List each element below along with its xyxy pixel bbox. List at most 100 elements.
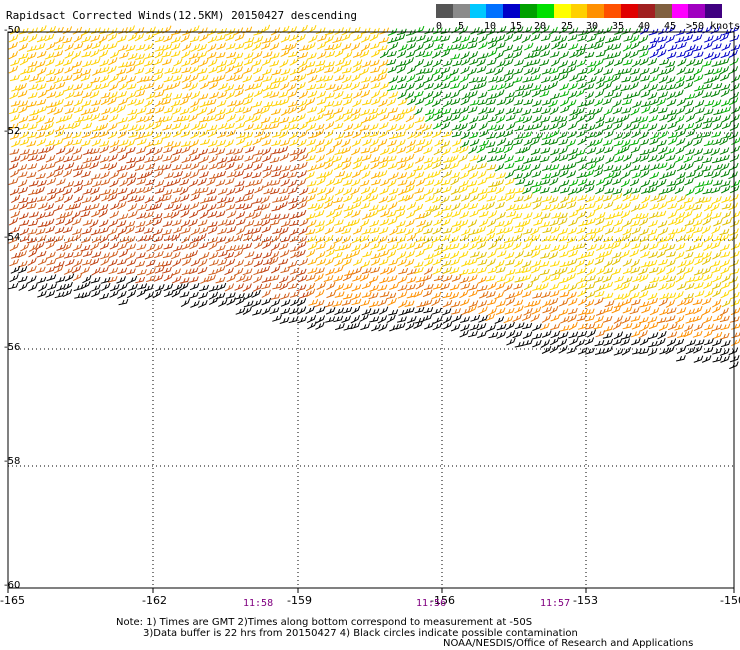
wind-barb [667, 195, 677, 203]
wind-barb [152, 202, 163, 210]
wind-barb [396, 161, 407, 170]
wind-barb [413, 164, 424, 172]
wind-barb [235, 218, 246, 226]
wind-barb [98, 130, 109, 138]
wind-barb [37, 202, 48, 210]
wind-barb [280, 307, 291, 315]
wind-barb [98, 266, 109, 274]
wind-barb [485, 275, 496, 282]
wind-barb [648, 83, 658, 92]
wind-barb [594, 315, 604, 324]
wind-barb [568, 249, 578, 258]
wind-barb [89, 161, 99, 170]
wind-barb [729, 355, 740, 363]
wind-barb [154, 98, 164, 108]
wind-barb [585, 109, 596, 116]
wind-barb [270, 117, 281, 124]
wind-barb [449, 250, 460, 260]
wind-barb [541, 138, 552, 146]
legend-label: 10 [484, 21, 497, 32]
wind-barb [603, 281, 614, 290]
wind-barb [494, 316, 505, 324]
wind-barb [576, 185, 586, 194]
wind-barb [143, 130, 154, 138]
wind-barb [603, 259, 614, 268]
wind-barb [683, 329, 693, 338]
wind-barb [62, 132, 73, 140]
wind-barb [467, 67, 477, 76]
wind-barb [531, 299, 541, 307]
wind-barb [91, 41, 102, 50]
wind-barb [118, 249, 129, 258]
wind-barb [558, 235, 569, 242]
wind-barb [622, 258, 632, 267]
wind-barb [189, 210, 199, 219]
wind-barb [361, 228, 372, 235]
wind-barb [647, 58, 658, 66]
wind-barb [658, 243, 669, 251]
wind-barb [379, 276, 389, 284]
wind-barb [28, 243, 39, 252]
wind-barb [153, 57, 163, 66]
wind-barb [215, 265, 226, 274]
wind-barb [404, 300, 415, 307]
wind-barb [235, 297, 245, 306]
wind-barb [190, 300, 200, 308]
wind-barb [100, 92, 111, 99]
wind-barb [287, 179, 298, 188]
wind-barb [640, 169, 650, 178]
legend-swatch [536, 4, 555, 18]
wind-barb [45, 225, 55, 234]
wind-barb [279, 97, 290, 106]
wind-barb [109, 241, 120, 250]
wind-barb [89, 90, 100, 99]
wind-barb [126, 162, 136, 170]
wind-barb [577, 281, 588, 290]
wind-barb [505, 193, 516, 202]
wind-barb [324, 300, 335, 308]
wind-barb [675, 251, 685, 260]
wind-barb [433, 81, 443, 90]
wind-barb [386, 58, 397, 66]
wind-barb [604, 59, 615, 68]
wind-barb [559, 98, 570, 107]
wind-barb [316, 282, 326, 290]
wind-barb [306, 42, 316, 51]
wind-barb [440, 121, 451, 130]
wind-barb [495, 130, 506, 139]
wind-barb [630, 315, 641, 322]
wind-barb [234, 42, 245, 50]
wind-barb [503, 139, 514, 147]
wind-barb [567, 314, 577, 323]
wind-barb [110, 170, 120, 179]
wind-barb [496, 60, 506, 68]
wind-barb [666, 266, 676, 275]
wind-barb [549, 203, 560, 212]
wind-barb [271, 139, 282, 147]
wind-barb [90, 49, 100, 58]
wind-barb [721, 106, 732, 114]
wind-barb [476, 58, 486, 67]
wind-barb [523, 157, 533, 164]
wind-barb [676, 234, 686, 243]
wind-barb [164, 203, 174, 210]
wind-barb [657, 178, 667, 188]
wind-barb [180, 115, 191, 122]
wind-barb [496, 115, 506, 124]
wind-barb [388, 91, 399, 99]
wind-barb [332, 155, 343, 163]
wind-barb [414, 59, 424, 68]
wind-barb [712, 355, 723, 363]
wind-barb [539, 124, 550, 132]
wind-barb [514, 90, 525, 98]
wind-barb [379, 218, 390, 226]
wind-barb [494, 179, 505, 187]
wind-barb [73, 179, 84, 187]
wind-barb [431, 98, 442, 107]
wind-barb [9, 148, 20, 155]
wind-barb [144, 252, 155, 260]
wind-barb [461, 228, 471, 236]
wind-barb [317, 34, 327, 42]
wind-barb [26, 52, 37, 60]
wind-barb [208, 58, 218, 67]
